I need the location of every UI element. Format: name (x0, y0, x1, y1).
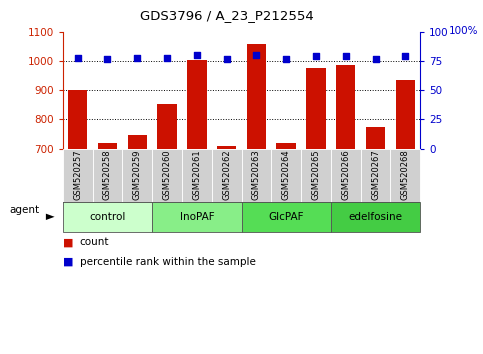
Text: GSM520266: GSM520266 (341, 149, 350, 200)
Point (253, 52, 260, 58)
Text: GSM520258: GSM520258 (103, 149, 112, 200)
Bar (217, 146, 236, 149)
Text: GDS3796 / A_23_P212554: GDS3796 / A_23_P212554 (140, 9, 314, 22)
Text: GSM520260: GSM520260 (163, 149, 171, 200)
Bar (366, 127, 385, 149)
Point (401, 53, 409, 59)
Y-axis label: 100%: 100% (448, 26, 478, 36)
Text: edelfosine: edelfosine (349, 212, 402, 222)
Point (312, 53, 320, 59)
Bar (396, 80, 415, 149)
Text: GSM520264: GSM520264 (282, 149, 291, 200)
Bar (276, 143, 296, 149)
Text: GSM520257: GSM520257 (73, 149, 82, 200)
Bar (128, 135, 147, 149)
Text: GSM520263: GSM520263 (252, 149, 261, 200)
Text: GSM520265: GSM520265 (312, 149, 320, 200)
Text: ■: ■ (63, 238, 73, 247)
Text: control: control (89, 212, 126, 222)
Bar (98, 143, 117, 149)
Text: InoPAF: InoPAF (180, 212, 214, 222)
Text: ■: ■ (63, 257, 73, 267)
Bar (247, 44, 266, 149)
Text: count: count (80, 238, 109, 247)
Point (133, 55, 141, 61)
Point (223, 56, 230, 62)
Bar (336, 65, 355, 149)
Text: GlcPAF: GlcPAF (269, 212, 304, 222)
Point (372, 56, 380, 62)
Text: GSM520268: GSM520268 (401, 149, 410, 200)
Bar (187, 59, 207, 149)
Text: GSM520259: GSM520259 (133, 149, 142, 200)
Point (74, 55, 82, 61)
Text: GSM520262: GSM520262 (222, 149, 231, 200)
Bar (68, 90, 87, 149)
Point (342, 53, 350, 59)
Text: GSM520261: GSM520261 (192, 149, 201, 200)
Text: agent: agent (10, 205, 40, 215)
Text: percentile rank within the sample: percentile rank within the sample (80, 257, 256, 267)
Point (193, 52, 201, 58)
Bar (157, 104, 177, 149)
Point (282, 56, 290, 62)
Point (104, 56, 112, 62)
Bar (306, 68, 326, 149)
Text: GSM520267: GSM520267 (371, 149, 380, 200)
Point (163, 55, 171, 61)
